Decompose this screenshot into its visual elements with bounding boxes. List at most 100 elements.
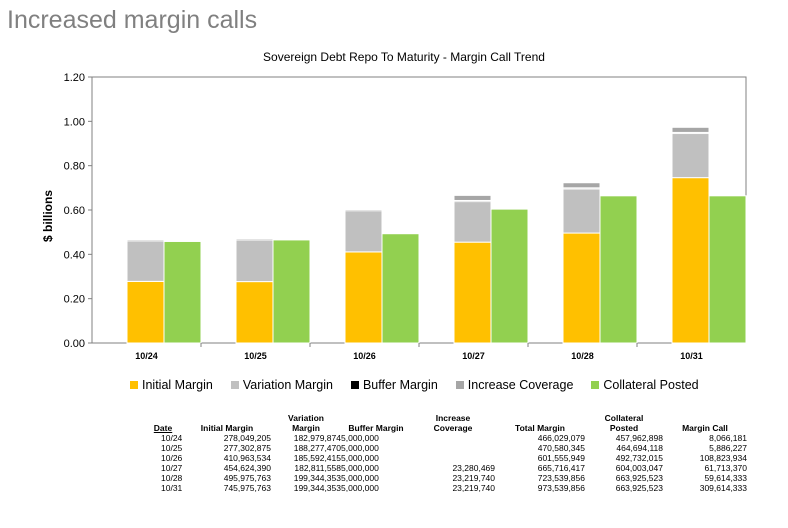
table-cell: 277,302,875	[223, 443, 271, 453]
table-cell: 10/24	[161, 433, 183, 443]
table-cell: 410,963,534	[223, 453, 271, 463]
table-cell	[411, 453, 495, 463]
buffer-margin-bar	[126, 239, 165, 242]
table-cell: 199,344,353	[293, 483, 341, 493]
table-cell: 10/25	[161, 443, 183, 453]
legend-label: Buffer Margin	[362, 378, 438, 392]
margin-data-table: Date Initial Margin Variation Margin Buf…	[143, 413, 747, 493]
column-header: Variation Margin	[288, 413, 324, 433]
bars	[126, 126, 747, 344]
table-cell: 457,962,898	[615, 433, 663, 443]
y-tick-label: 0.20	[64, 294, 85, 306]
initial-margin-bar	[235, 281, 274, 344]
column-header: Increase Coverage	[433, 413, 473, 433]
table-cell: 663,925,523	[615, 473, 663, 483]
column-header: Initial Margin	[200, 423, 254, 433]
table-row: 10/31 745,975,763 199,344,353 5,000,000 23,2…	[143, 483, 747, 493]
table-cell: 185,592,415	[293, 453, 341, 463]
collateral-posted-bar	[381, 233, 420, 344]
y-tick-label: 0.80	[64, 161, 85, 173]
x-tick-label: 10/26	[353, 351, 376, 361]
initial-margin-bar	[126, 280, 165, 344]
x-tick-label: 10/31	[680, 351, 703, 361]
table-cell: 10/26	[161, 453, 183, 463]
table-cell: 454,624,390	[223, 463, 271, 473]
y-tick-label: 0.60	[64, 205, 85, 217]
legend-item-collateral-posted: Collateral Posted	[591, 378, 699, 392]
variation-margin-bar	[235, 239, 274, 283]
table-cell: 723,539,856	[537, 473, 585, 483]
column-header: Total Margin	[515, 423, 565, 433]
table-cell: 492,732,015	[615, 453, 663, 463]
slide-title: Increased margin calls	[7, 6, 258, 34]
table-cell: 464,694,118	[616, 443, 663, 453]
legend-label: Collateral Posted	[603, 378, 699, 392]
y-axis-label: $ billions	[41, 190, 55, 242]
table-cell: 5,000,000	[341, 433, 379, 443]
increase-coverage-bar	[453, 194, 492, 201]
variation-margin-bar	[671, 133, 710, 179]
table-cell: 61,713,370	[704, 463, 747, 473]
collateral-posted-bar	[272, 239, 311, 344]
variation-margin-bar	[562, 188, 601, 234]
y-tick-label: 1.20	[64, 72, 85, 84]
y-tick-label: 1.00	[64, 116, 85, 128]
table-cell: 23,280,469	[452, 463, 495, 473]
table-cell: 495,975,763	[223, 473, 271, 483]
column-header: Margin Call	[682, 423, 728, 433]
table-cell: 182,811,558	[294, 463, 341, 473]
table-cell: 604,003,047	[615, 463, 663, 473]
table-cell: 10/27	[161, 463, 183, 473]
collateral-posted-swatch	[591, 381, 600, 389]
table-cell	[411, 433, 495, 443]
legend-label: Increase Coverage	[467, 378, 574, 392]
increase-coverage-swatch	[455, 381, 464, 389]
column-header: Date	[153, 423, 173, 433]
table-row: 10/28 495,975,763 199,344,353 5,000,000 23,2…	[143, 473, 747, 483]
table-row: 10/25 277,302,875 188,277,470 5,000,000 470,…	[143, 443, 747, 453]
buffer-margin-bar	[344, 209, 383, 212]
table-header-row: Date Initial Margin Variation Margin Buf…	[143, 413, 747, 433]
table-cell: 601,555,949	[537, 453, 585, 463]
table-row: 10/26 410,963,534 185,592,415 5,000,000 601,…	[143, 453, 747, 463]
table-cell: 5,000,000	[341, 443, 379, 453]
legend: Initial Margin Variation Margin Buffer M…	[130, 376, 717, 394]
variation-margin-bar	[453, 201, 492, 243]
collateral-posted-bar	[163, 240, 202, 344]
table-cell: 108,823,934	[699, 453, 747, 463]
table-cell: 665,716,417	[537, 463, 585, 473]
table-cell: 5,000,000	[341, 453, 379, 463]
table-cell: 23,219,740	[452, 483, 495, 493]
y-tick-label: 0.00	[64, 338, 85, 350]
increase-coverage-bar	[671, 126, 710, 133]
table-row: 10/24 278,049,205 182,979,874 5,000,000 466,…	[143, 433, 747, 443]
variation-margin-bar	[344, 210, 383, 253]
table-cell: 309,614,333	[699, 483, 747, 493]
x-axis-ticks: 10/24 10/25 10/26 10/27 10/28 10/31	[135, 343, 703, 361]
table-cell: 470,580,345	[537, 443, 585, 453]
collateral-posted-bar	[599, 195, 638, 344]
variation-margin-swatch	[230, 381, 239, 389]
initial-margin-bar	[344, 251, 383, 344]
margin-call-chart: Sovereign Debt Repo To Maturity - Margin…	[41, 50, 747, 361]
table-cell: 8,066,181	[709, 433, 747, 443]
column-header: Buffer Margin	[348, 423, 404, 433]
variation-margin-bar	[126, 240, 165, 282]
column-header: Collateral Posted	[604, 413, 644, 433]
table-cell: 663,925,523	[615, 483, 663, 493]
table-cell: 10/28	[161, 473, 183, 483]
chart-title: Sovereign Debt Repo To Maturity - Margin…	[263, 50, 545, 64]
buffer-margin-swatch	[350, 381, 359, 389]
table-cell: 973,539,856	[537, 483, 585, 493]
collateral-posted-bar	[490, 208, 529, 344]
table-cell: 5,000,000	[341, 473, 379, 483]
table-row: 10/27 454,624,390 182,811,558 5,000,000 23,2…	[143, 463, 747, 473]
table-cell: 5,000,000	[341, 483, 379, 493]
table-cell: 199,344,353	[293, 473, 341, 483]
table-body: 10/24 278,049,205 182,979,874 5,000,000 466,…	[143, 433, 747, 493]
initial-margin-swatch	[130, 381, 138, 389]
table-cell	[411, 443, 495, 453]
table-cell: 59,614,333	[704, 473, 747, 483]
initial-margin-bar	[671, 177, 710, 344]
x-tick-label: 10/28	[571, 351, 594, 361]
